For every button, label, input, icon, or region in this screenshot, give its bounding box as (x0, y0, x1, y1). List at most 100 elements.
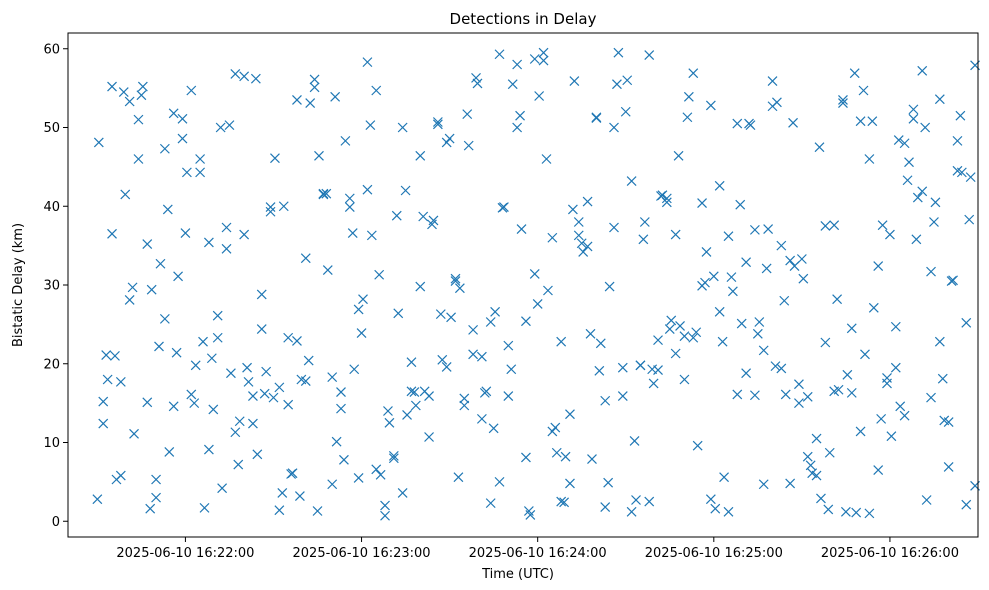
data-point-stroke (512, 122, 523, 133)
data-point-stroke (726, 272, 737, 283)
data-point (400, 185, 411, 196)
data-point-stroke (388, 453, 399, 464)
data-point (164, 447, 175, 457)
data-point-stroke (952, 135, 963, 146)
data-point-stroke (366, 230, 377, 241)
data-point-stroke (708, 271, 719, 282)
data-point (441, 137, 452, 148)
data-point (327, 479, 338, 490)
data-point (820, 221, 831, 231)
data-point-stroke (849, 68, 860, 79)
data-point (203, 237, 214, 248)
data-point (567, 204, 578, 215)
data-point-stroke (383, 406, 393, 416)
data-point-stroke (521, 316, 531, 327)
data-point (926, 266, 936, 277)
data-point-stroke (653, 335, 663, 346)
data-point (858, 85, 869, 96)
data-point-stroke (234, 416, 245, 427)
data-point (388, 453, 399, 464)
data-point-stroke (107, 228, 117, 239)
data-point-stroke (503, 391, 514, 401)
data-point-stroke (432, 119, 443, 130)
data-point (424, 391, 434, 401)
data-point-stroke (873, 465, 884, 475)
data-point-stroke (397, 122, 408, 133)
data-point-stroke (146, 284, 157, 295)
data-point-stroke (292, 95, 302, 105)
y-tick-label: 50 (43, 121, 60, 136)
data-point (206, 353, 217, 364)
data-point (761, 263, 772, 274)
data-point (177, 113, 188, 124)
data-point-stroke (195, 154, 206, 164)
data-point-stroke (93, 137, 104, 148)
data-point (802, 391, 813, 402)
data-point-stroke (142, 239, 153, 249)
data-point (270, 153, 280, 164)
data-point-stroke (239, 229, 250, 240)
data-point (428, 215, 439, 226)
data-point (697, 198, 707, 209)
data-point (842, 369, 853, 380)
data-point (886, 431, 897, 442)
data-point (675, 321, 685, 331)
data-point-stroke (102, 374, 113, 385)
data-point (893, 135, 904, 146)
data-point (142, 239, 153, 249)
data-point-stroke (115, 470, 126, 481)
data-point (525, 510, 536, 520)
data-point-stroke (424, 432, 434, 442)
data-point (802, 451, 813, 462)
data-point (767, 76, 778, 86)
data-point-stroke (846, 387, 857, 398)
data-point-stroke (846, 323, 857, 334)
data-point (691, 327, 702, 338)
data-point-stroke (603, 477, 614, 488)
data-point (719, 472, 730, 483)
data-point (384, 417, 395, 428)
data-point-stroke (855, 116, 866, 127)
data-point-stroke (653, 365, 663, 375)
data-point (371, 85, 382, 96)
data-point-stroke (98, 418, 109, 429)
data-point-stroke (776, 240, 787, 251)
data-point (151, 474, 161, 485)
data-point-stroke (547, 426, 558, 437)
data-point (494, 476, 505, 487)
data-point-stroke (321, 188, 332, 199)
data-point-stroke (882, 378, 892, 389)
data-point-stroke (670, 229, 681, 240)
data-point-stroke (754, 317, 765, 327)
data-point-stroke (666, 315, 677, 326)
data-point (758, 345, 769, 356)
data-point-stroke (917, 186, 928, 197)
data-point (512, 122, 523, 133)
data-point-stroke (312, 506, 323, 516)
data-point-stroke (164, 447, 175, 457)
data-point (961, 317, 972, 328)
y-tick-label: 60 (43, 42, 60, 57)
data-point-stroke (516, 224, 527, 235)
data-point-stroke (391, 210, 402, 221)
data-point-stroke (635, 360, 646, 371)
data-point-stroke (305, 98, 316, 109)
data-point-stroke (890, 321, 901, 332)
data-point (365, 120, 376, 131)
data-point (824, 447, 835, 458)
data-point-stroke (811, 433, 822, 444)
data-point-stroke (173, 271, 184, 282)
data-point-stroke (735, 199, 746, 210)
data-point-stroke (203, 237, 214, 248)
data-point-stroke (344, 202, 355, 212)
data-point-stroke (270, 153, 280, 164)
chart-title: Detections in Delay (450, 10, 597, 28)
data-point-stroke (330, 91, 341, 102)
data-point-stroke (657, 190, 668, 201)
data-point-stroke (908, 113, 919, 124)
data-point-stroke (567, 204, 578, 215)
data-point (406, 357, 417, 368)
data-point-stroke (569, 76, 580, 86)
data-point (224, 120, 235, 131)
data-point-stroke (811, 470, 822, 481)
